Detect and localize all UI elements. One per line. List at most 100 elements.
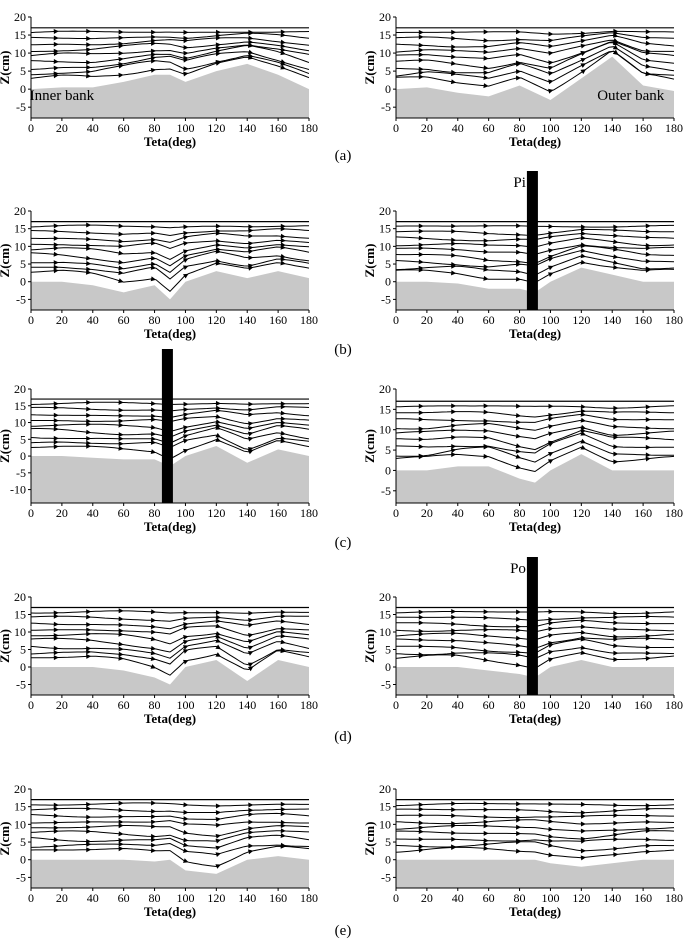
flow-arrow	[548, 649, 554, 655]
flow-arrow	[183, 610, 189, 616]
y-tick-label: 0	[385, 463, 391, 477]
flow-arrow	[248, 812, 254, 817]
flow-arrow	[248, 412, 254, 418]
bed-profile	[396, 859, 674, 888]
x-tick-label: 180	[300, 698, 318, 712]
flow-arrow	[451, 609, 457, 614]
flow-arrow	[183, 659, 189, 665]
flow-arrow	[118, 651, 124, 657]
flow-arrow	[150, 255, 157, 261]
flow-arrow	[183, 230, 189, 236]
flow-arrow	[248, 233, 254, 239]
flow-arrow	[215, 638, 221, 643]
flow-arrow	[483, 55, 489, 61]
flow-arrow	[53, 251, 59, 257]
flow-arrow	[86, 236, 92, 242]
flow-arrow	[613, 444, 619, 450]
pier-label: Pi	[513, 175, 526, 191]
flow-arrow	[516, 807, 522, 813]
flow-arrow	[118, 418, 124, 424]
flow-arrow	[280, 416, 286, 422]
x-tick-label: 80	[149, 506, 161, 520]
flow-arrow	[248, 43, 254, 48]
y-tick-label: -5	[381, 292, 391, 306]
flow-arrow	[418, 643, 424, 649]
flow-arrow	[53, 645, 59, 651]
flow-arrow	[483, 83, 489, 89]
flow-arrow	[516, 37, 522, 43]
flow-arrow	[548, 431, 554, 437]
flow-arrow	[613, 610, 619, 616]
flow-arrow	[118, 814, 124, 820]
flow-arrow	[215, 437, 221, 442]
flow-arrow	[548, 657, 554, 663]
x-tick-label: 140	[238, 121, 256, 135]
x-tick-label: 40	[87, 891, 99, 905]
streamline	[396, 824, 674, 832]
bed-profile	[396, 454, 674, 503]
flow-arrow	[150, 52, 157, 58]
flow-arrow	[451, 614, 457, 620]
streamline	[31, 30, 309, 34]
flow-arrow	[613, 852, 619, 858]
x-tick-label: 60	[483, 891, 495, 905]
y-axis-label: Z(cm)	[0, 429, 12, 463]
streamline	[31, 812, 309, 820]
flow-arrow	[645, 621, 651, 626]
flow-arrow	[451, 813, 457, 819]
flow-arrow	[451, 409, 457, 415]
flow-arrow	[645, 71, 651, 77]
x-tick-label: 40	[452, 313, 464, 327]
flow-arrow	[248, 228, 254, 234]
flow-arrow	[53, 621, 59, 627]
flow-arrow	[247, 639, 254, 644]
flow-arrow	[613, 832, 619, 838]
flow-arrow	[150, 424, 157, 430]
flow-arrow	[247, 662, 254, 668]
y-tick-label: 10	[14, 46, 26, 60]
streamline	[31, 232, 309, 243]
x-tick-label: 80	[149, 698, 161, 712]
bank-annotation: Inner bank	[30, 88, 95, 104]
flow-arrow	[53, 235, 59, 241]
flow-arrow	[215, 822, 221, 828]
flow-arrow	[53, 635, 59, 641]
flow-arrow	[548, 70, 554, 76]
flow-arrow	[483, 814, 489, 820]
y-tick-label: 5	[20, 257, 26, 271]
flow-arrow	[215, 400, 221, 406]
flow-arrow	[645, 404, 651, 410]
flow-arrow	[53, 806, 59, 812]
flow-arrow	[483, 845, 489, 851]
y-tick-label: 5	[385, 443, 391, 457]
y-tick-label: 20	[379, 590, 391, 604]
flow-arrow	[215, 230, 221, 236]
flow-arrow	[118, 35, 124, 41]
flow-arrow	[451, 44, 457, 50]
flow-arrow	[613, 409, 619, 415]
x-tick-label: 180	[665, 121, 683, 135]
x-tick-label: 180	[300, 313, 318, 327]
flow-arrow	[613, 812, 619, 818]
flow-arrow	[515, 635, 522, 641]
flow-arrow	[182, 258, 189, 263]
flow-arrow	[613, 239, 619, 245]
flow-arrow	[516, 232, 522, 238]
flow-arrow	[118, 259, 124, 265]
flow-arrow	[645, 40, 651, 46]
flow-arrow	[418, 228, 424, 234]
streamline-panel-9: 0 20 40 60 80 100 120 140 160 180-505101520Teta(d…	[0, 782, 318, 919]
flow-arrow	[516, 40, 522, 46]
flow-arrow	[118, 413, 124, 419]
flow-arrow	[516, 46, 522, 52]
flow-arrow	[613, 434, 619, 440]
flow-arrow	[118, 63, 124, 69]
flow-arrow	[53, 439, 59, 445]
flow-arrow	[151, 808, 157, 814]
y-tick-label: 20	[14, 590, 26, 604]
flow-arrow	[53, 435, 59, 441]
flow-arrow	[86, 64, 92, 70]
flow-arrow	[645, 627, 651, 633]
flow-arrow	[451, 263, 457, 269]
